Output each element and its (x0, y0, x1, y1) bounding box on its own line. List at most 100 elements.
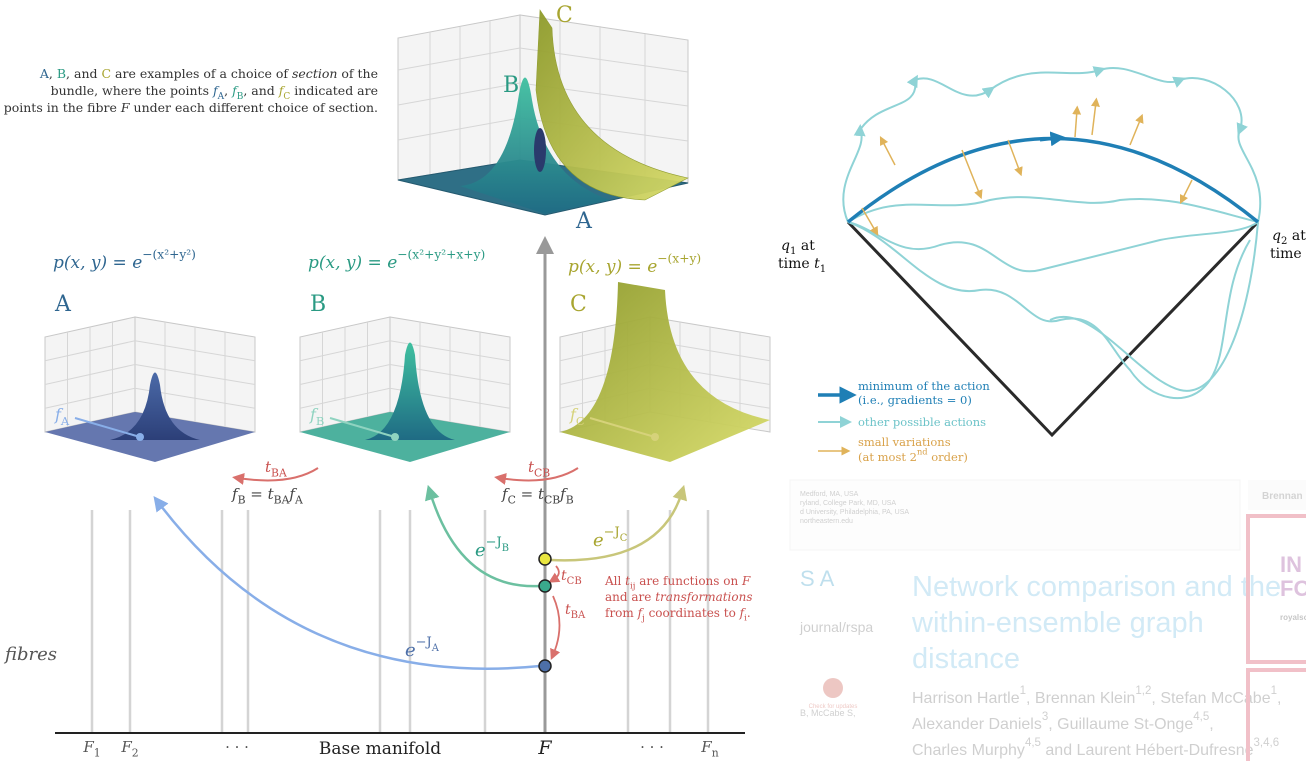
paper-header-box (789, 479, 1241, 551)
text-piece: B (316, 414, 324, 428)
point-c (538, 552, 552, 566)
text-piece: C (283, 92, 290, 102)
text-piece: nd (917, 447, 928, 457)
text-piece: are examples of a choice of (111, 66, 292, 81)
text-piece: f (501, 485, 510, 503)
text-piece: BA (274, 494, 290, 507)
text-piece: t (268, 485, 275, 503)
text-piece: , Brennan Klein (1026, 690, 1135, 707)
point-dot (391, 433, 399, 441)
legend-text: other possible actions (858, 415, 986, 429)
min-action-arrow (1039, 131, 1066, 147)
transform-label: tCB (528, 458, 550, 480)
point-leader (74, 417, 141, 438)
paper-authors: Harrison Hartle1, Brennan Klein1,2, Stef… (912, 685, 1281, 707)
text-piece: p(x, y) = e (308, 253, 397, 273)
text-piece: CB (567, 576, 582, 587)
text-piece: All (604, 574, 625, 588)
top-label-a: A (575, 209, 593, 234)
text-piece: p(x, y) = e (53, 253, 142, 273)
text-piece: of the (337, 66, 378, 81)
text-piece: ij (630, 582, 635, 592)
text-piece: , (1277, 690, 1281, 707)
legend: minimum of the action (i.e., gradients =… (818, 379, 990, 464)
text-piece: B (237, 92, 244, 102)
fibre-lines (90, 510, 710, 733)
legend-text: minimum of the action (858, 379, 990, 393)
text-piece: t (565, 602, 571, 618)
paper-screenshot: Medford, MA, USA ryland, College Park, M… (789, 479, 1306, 761)
text-piece: 2 (132, 747, 139, 760)
point-a (538, 659, 552, 673)
axis-label: · · · (225, 738, 249, 756)
panel-formula: p(x, y) = e−(x²+y²+x+y) (308, 248, 485, 273)
text-piece: F (120, 100, 131, 115)
caption-line: bundle, where the points fA, fB, and fC … (51, 83, 378, 102)
text-piece: and Laurent Hébert-Dufresne (1041, 742, 1254, 759)
text-piece: Alexander Daniels (912, 716, 1042, 733)
text-piece: = (246, 485, 268, 503)
text-piece: , Stefan McCabe (1151, 690, 1270, 707)
text-piece: C (101, 66, 111, 81)
legend-text: (i.e., gradients = 0) (858, 393, 972, 407)
arrow-ja (153, 496, 541, 670)
text-piece: A (294, 494, 303, 507)
banner-box (1246, 514, 1306, 664)
panel-point: fB (309, 405, 324, 428)
text-piece: i (744, 614, 747, 624)
text-piece: time (778, 256, 814, 272)
top-label-c: C (556, 3, 573, 28)
text-piece: f (288, 485, 297, 503)
panel-grid (299, 322, 511, 427)
point-dot (136, 433, 144, 441)
action-figure: q1 at time t1 q2 at time t2 minimum of t… (778, 66, 1306, 464)
note-line: from fj coordinates to fi. (605, 606, 751, 624)
text-piece: 3,4,6 (1254, 737, 1280, 749)
paper-authors: Alexander Daniels3, Guillaume St-Onge4,5… (912, 711, 1214, 733)
text-piece: −(x²+y²) (142, 248, 196, 262)
text-piece: indicated are (290, 83, 378, 98)
arrow-jc (550, 484, 688, 562)
text-piece: , and (66, 66, 101, 81)
panel-formula: p(x, y) = e−(x²+y²) (53, 248, 196, 273)
banner-site: royalso (1280, 613, 1306, 622)
text-piece: · · · (225, 738, 249, 756)
panel-label: B (310, 292, 326, 317)
text-piece: = (516, 485, 538, 503)
caption-line: points in the fibre F under each differe… (4, 100, 378, 115)
text-piece: · · · (640, 738, 664, 756)
note-line: All tij are functions on F (604, 574, 751, 592)
text-piece: f (231, 485, 240, 503)
axis-label: F2 (120, 738, 138, 760)
text-piece: and are (605, 590, 655, 604)
label-tcb: tCB (561, 568, 582, 587)
label-tba: tBA (565, 602, 586, 621)
point-leader (589, 417, 656, 438)
badge-icon (823, 678, 843, 698)
paper-cite: B, McCabe S, (800, 708, 856, 718)
text-piece: 4,5 (1025, 737, 1041, 749)
fibres-label: fibres (3, 644, 57, 665)
possible-paths (842, 66, 1262, 399)
min-action-path (846, 136, 1260, 224)
text-piece: , (49, 66, 57, 81)
text-piece: points in the fibre (4, 100, 121, 115)
banner-text: IN (1280, 552, 1302, 577)
text-piece: section (292, 66, 337, 81)
label-jb: e−JB (475, 535, 509, 561)
text-piece: CB (544, 494, 560, 507)
text-piece: BA (271, 467, 287, 480)
panel-point: fA (54, 405, 70, 428)
affiliation: northeastern.edu (800, 518, 853, 525)
text-piece: under each different choice of section. (130, 100, 378, 115)
label-jc: e−JC (593, 525, 627, 551)
q1-label: time t1 (778, 256, 826, 275)
panel-surface (110, 372, 200, 440)
side-name: Brennan (1262, 491, 1303, 502)
panel-label: C (570, 292, 587, 317)
text-piece: 1 (790, 246, 796, 257)
text-piece: A (217, 92, 225, 102)
text-piece: , (224, 83, 232, 98)
affiliation: ryland, College Park, MD, USA (800, 500, 896, 507)
